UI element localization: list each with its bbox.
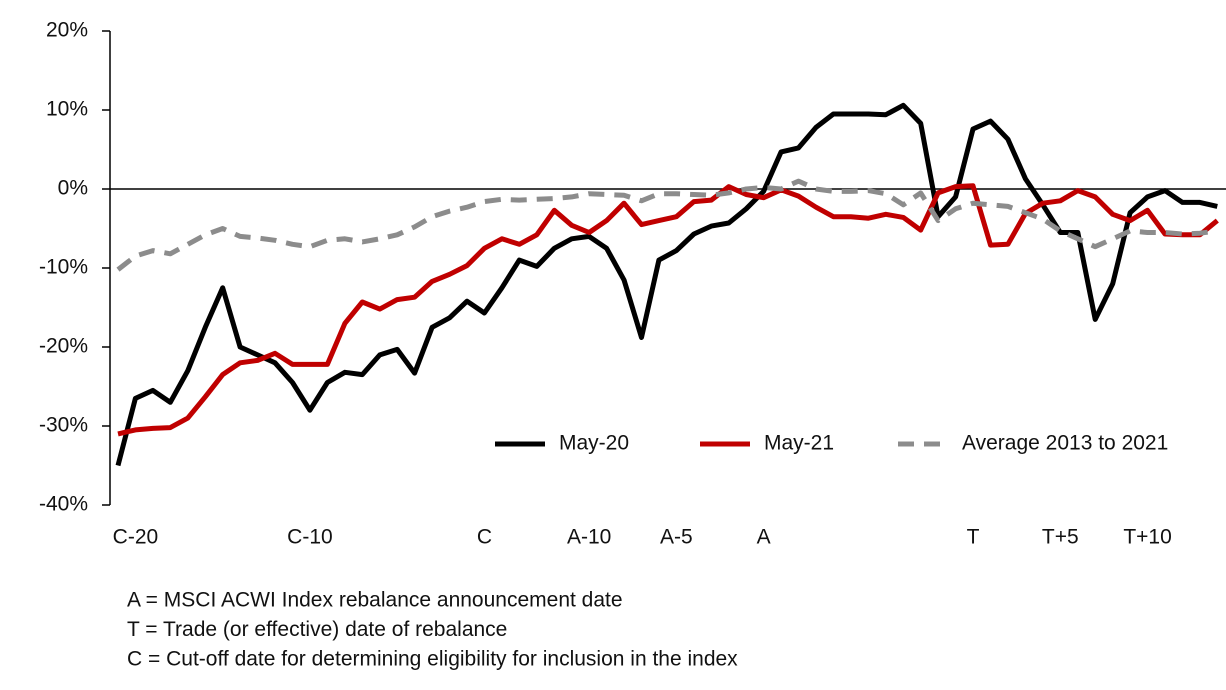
y-tick-label: 20% <box>46 19 88 42</box>
x-tick-label: T <box>967 526 980 549</box>
legend-label: May-21 <box>764 432 834 455</box>
series-line <box>117 183 1219 437</box>
x-tick-label: C-10 <box>287 526 333 549</box>
y-tick-label: -20% <box>39 335 88 358</box>
legend-label: May-20 <box>559 432 629 455</box>
y-tick-label: 0% <box>58 177 88 200</box>
y-tick-label: -30% <box>39 414 88 437</box>
note: C = Cut-off date for determining eligibi… <box>127 648 738 671</box>
x-tick-label: C <box>477 526 492 549</box>
series-line <box>115 102 1218 467</box>
x-tick-label: T+5 <box>1042 526 1079 549</box>
x-tick-label: A-10 <box>567 526 611 549</box>
x-tick-label: C-20 <box>113 526 159 549</box>
x-tick-label: A <box>757 526 771 549</box>
x-tick-label: T+10 <box>1123 526 1171 549</box>
note: A = MSCI ACWI Index rebalance announceme… <box>127 589 623 612</box>
y-tick-label: -40% <box>39 493 88 516</box>
y-tick-label: -10% <box>39 256 88 279</box>
series-line <box>116 178 1218 272</box>
note: T = Trade (or effective) date of rebalan… <box>127 618 507 641</box>
y-tick-label: 10% <box>46 98 88 121</box>
x-tick-label: A-5 <box>660 526 693 549</box>
legend-label: Average 2013 to 2021 <box>962 432 1168 455</box>
